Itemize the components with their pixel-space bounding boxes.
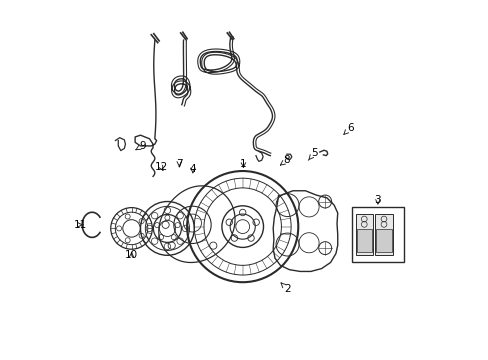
Text: 6: 6 [343, 123, 353, 135]
Text: 2: 2 [281, 283, 290, 294]
Text: 4: 4 [189, 164, 196, 174]
Text: 7: 7 [176, 159, 182, 169]
Bar [351, 207, 403, 262]
Text: 12: 12 [154, 162, 167, 172]
Bar [356, 229, 371, 252]
Bar [376, 229, 391, 252]
Text: 8: 8 [280, 155, 289, 165]
Text: 9: 9 [136, 141, 145, 151]
Text: 3: 3 [374, 195, 381, 205]
Bar [355, 214, 372, 255]
Text: 5: 5 [308, 148, 317, 160]
Text: 11: 11 [74, 220, 87, 230]
Text: 10: 10 [125, 250, 138, 260]
Bar [375, 214, 392, 255]
Text: 1: 1 [240, 159, 246, 169]
